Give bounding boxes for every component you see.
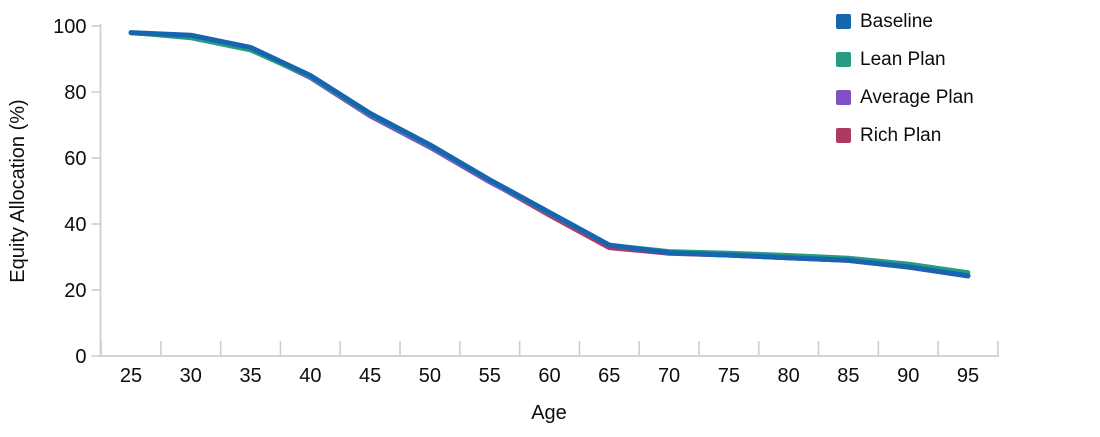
legend-item-lean-plan: Lean Plan [836,49,974,70]
x-tick-label: 45 [359,365,381,387]
y-tick-label: 20 [64,280,86,302]
x-tick-label: 30 [180,365,202,387]
x-tick-label: 75 [718,365,740,387]
legend-item-rich-plan: Rich Plan [836,125,974,146]
axis-labels: Equity Allocation (%) Age [7,99,567,424]
legend-label: Average Plan [860,87,974,108]
y-tick-label: 40 [64,214,86,236]
x-axis-title: Age [531,402,567,424]
x-tick-label: 60 [538,365,560,387]
x-tick-label: 40 [299,365,321,387]
legend-swatch-icon [836,14,851,29]
y-axis-title: Equity Allocation (%) [7,99,29,282]
legend-swatch-icon [836,128,851,143]
x-tick-label: 90 [897,365,919,387]
legend-item-baseline: Baseline [836,11,974,32]
series-lines [128,30,971,279]
x-tick-label: 35 [239,365,261,387]
x-tick-label: 70 [658,365,680,387]
x-tick-label: 85 [837,365,859,387]
legend-label: Baseline [860,11,933,32]
axes: 25 30 35 40 45 50 55 60 65 70 75 80 85 90 95 0 20 40 60 80 1… [53,16,999,387]
x-tick-label: 80 [778,365,800,387]
legend-label: Rich Plan [860,125,942,146]
x-tick-label: 25 [120,365,142,387]
y-tick-label: 0 [75,346,86,368]
legend-item-average-plan: Average Plan [836,87,974,108]
x-tick-label: 95 [957,365,979,387]
legend: Baseline Lean Plan Average Plan Rich Plan [836,11,974,146]
x-tick-label: 55 [479,365,501,387]
x-tick-label: 50 [419,365,441,387]
legend-swatch-icon [836,52,851,67]
y-tick-label: 100 [53,16,86,38]
y-tick-label: 60 [64,148,86,170]
x-tick-label: 65 [598,365,620,387]
legend-label: Lean Plan [860,49,946,70]
legend-swatch-icon [836,90,851,105]
series-line-baseline [128,30,971,279]
y-tick-label: 80 [64,82,86,104]
